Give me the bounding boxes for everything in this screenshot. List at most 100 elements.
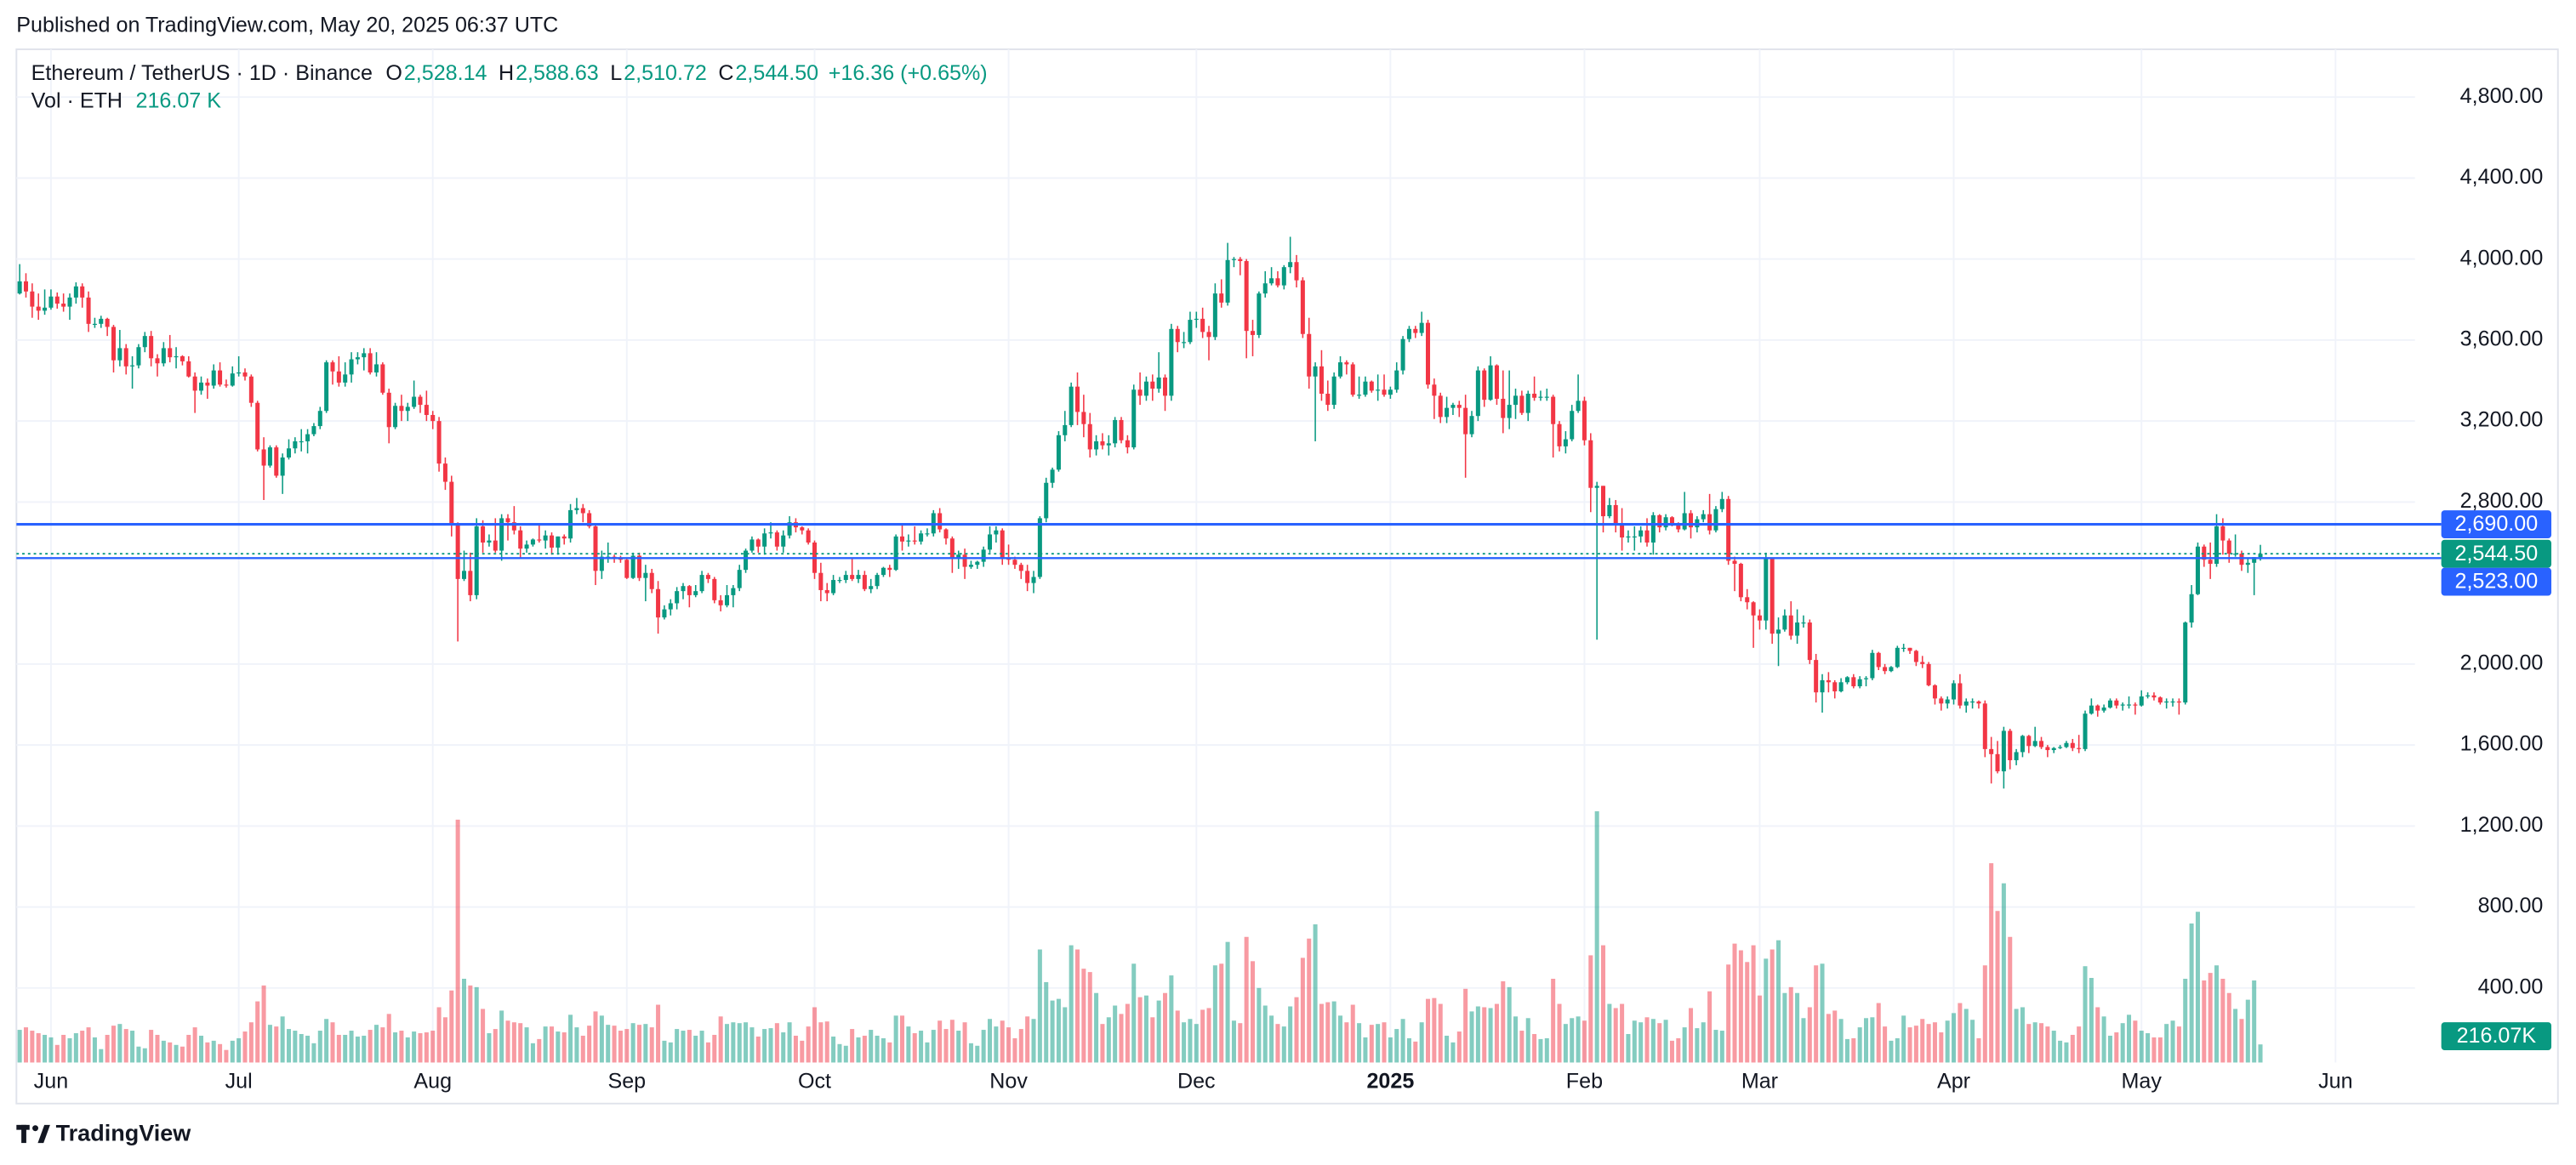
volume-bar (1438, 1003, 1443, 1063)
volume-bar (1463, 988, 1468, 1063)
volume-bar (343, 1034, 348, 1063)
candle-body (1163, 377, 1168, 396)
candle-body (242, 372, 248, 377)
volume-bar (1331, 1001, 1336, 1063)
volume-bar (831, 1036, 836, 1063)
volume-bar (255, 1001, 260, 1063)
volume-bar (117, 1024, 123, 1063)
candle-body (274, 447, 279, 476)
volume-bar (293, 1031, 298, 1063)
candle-body (574, 508, 579, 510)
candle-body (198, 382, 204, 391)
candle-body (1025, 571, 1030, 583)
volume-bar (1689, 1008, 1694, 1063)
candle-body (1169, 328, 1174, 396)
ohlc-key: O (385, 61, 402, 85)
candle-body (1344, 362, 1349, 365)
candle-body (2157, 697, 2163, 703)
logo-dot (32, 1125, 38, 1132)
volume-bar (1644, 1017, 1650, 1063)
price-line-label: 2,523.00 (2454, 570, 2538, 594)
candle-body (1300, 280, 1305, 334)
candle-body (405, 406, 410, 412)
candle-body (1463, 407, 1468, 435)
volume-bar (1488, 1008, 1493, 1063)
volume-bar (899, 1015, 905, 1063)
volume-bar (1143, 995, 1148, 1063)
candle-body (1738, 564, 1743, 598)
candle-body (2214, 526, 2220, 565)
volume-bar (943, 1029, 949, 1063)
volume-bar (54, 1044, 60, 1063)
candle-body (543, 535, 548, 541)
volume-bar (856, 1037, 861, 1063)
candle-body (1388, 389, 1393, 395)
volume-bar (198, 1035, 204, 1063)
candle-body (1325, 393, 1331, 406)
volume-bar (1325, 1002, 1331, 1063)
volume-bar (1538, 1038, 1543, 1063)
candle-body (2127, 704, 2132, 706)
candle-body (248, 376, 254, 403)
candle-body (1494, 365, 1499, 399)
volume-bar (2146, 1033, 2151, 1063)
volume-bar (1275, 1024, 1280, 1063)
volume-bar (1063, 1007, 1068, 1063)
candle-body (2107, 700, 2112, 708)
volume-bar (1156, 1000, 1161, 1063)
candle-body (30, 291, 35, 307)
volume-bar (105, 1034, 110, 1063)
volume-bar (161, 1040, 166, 1063)
candle-body (2258, 554, 2263, 558)
volume-bar (2245, 999, 2250, 1063)
y-tick-label: 800.00 (2478, 894, 2544, 918)
volume-value: 216.07 K (136, 88, 222, 112)
volume-bar (1563, 1024, 1568, 1063)
candle-body (1143, 381, 1148, 396)
volume-bar (86, 1027, 91, 1063)
candle-body (1406, 328, 1411, 339)
candle-body (1713, 509, 1718, 531)
candle-body (1475, 370, 1480, 417)
candle-body (493, 540, 498, 551)
candle-body (1613, 504, 1618, 525)
candle-body (61, 304, 66, 307)
ohlc-key: L (610, 61, 622, 85)
volume-bar (1970, 1020, 1975, 1063)
volume-bar (2239, 1019, 2244, 1063)
volume-bar (430, 1031, 436, 1063)
volume-bar (699, 1031, 704, 1063)
volume-bar (1738, 950, 1743, 1063)
volume-bar (1182, 1022, 1187, 1063)
candle-body (1807, 622, 1812, 661)
volume-bar (174, 1044, 179, 1063)
candle-body (1081, 412, 1086, 424)
volume-bar (643, 1024, 648, 1063)
volume-bar (1588, 955, 1593, 1063)
candle-body (2202, 546, 2207, 560)
candle-body (1219, 293, 1224, 303)
candle-body (2208, 560, 2213, 565)
candle-body (2051, 747, 2056, 751)
volume-bar (2001, 883, 2006, 1063)
volume-bar (286, 1029, 292, 1063)
candle-body (580, 508, 585, 514)
candle-body (2195, 546, 2200, 594)
volume-bar (1958, 1003, 1963, 1063)
candle-body (724, 594, 730, 605)
candle-body (1050, 469, 1055, 483)
candle-body (1382, 389, 1387, 395)
candle-body (1206, 332, 1211, 338)
volume-bar (1413, 1041, 1418, 1063)
x-tick-label: Dec (1177, 1069, 1216, 1093)
volume-bar (2258, 1044, 2263, 1063)
ohlc-value: 2,510.72 (624, 61, 707, 85)
brand-logo (16, 1124, 50, 1144)
volume-legend: Vol · ETH 216.07 K (31, 88, 222, 112)
volume-bar (2133, 1020, 2138, 1063)
candle-body (1125, 440, 1130, 448)
candle-body (749, 539, 755, 551)
volume-bar (755, 1036, 761, 1063)
candle-body (818, 572, 824, 590)
volume-bar (618, 1031, 623, 1063)
